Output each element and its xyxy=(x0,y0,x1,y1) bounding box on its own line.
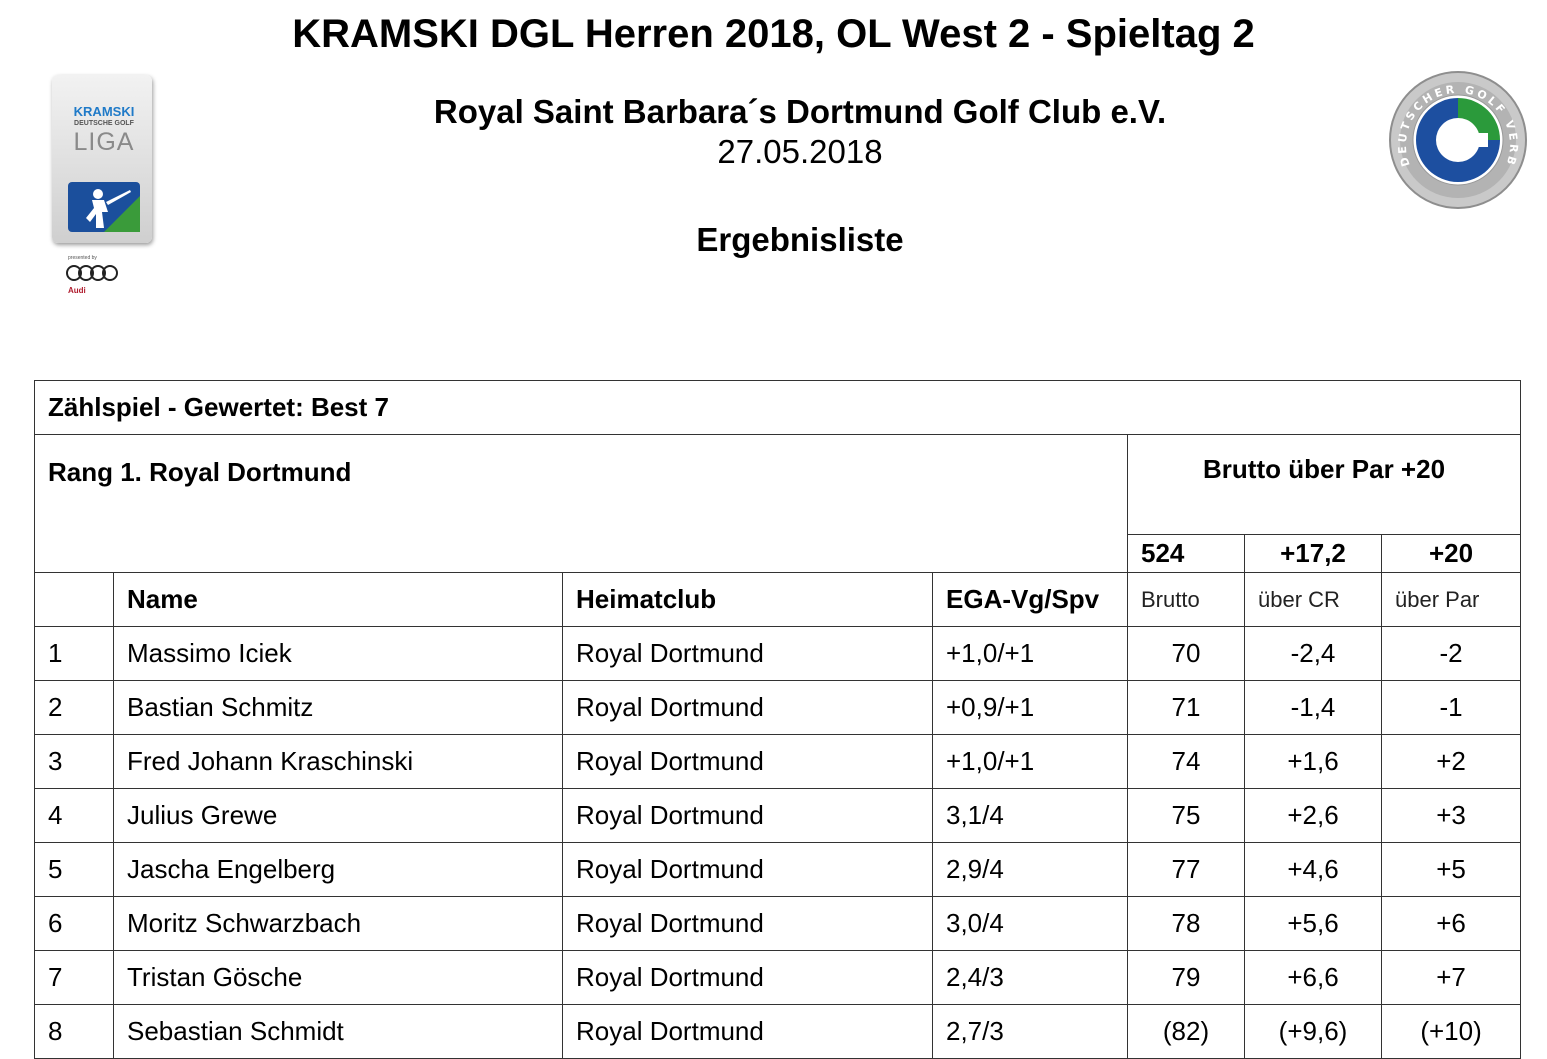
cell-hcp: 2,4/3 xyxy=(932,950,1128,1005)
cell-name: Julius Grewe xyxy=(113,788,563,843)
cell-over-par: (+10) xyxy=(1380,1004,1522,1059)
cell-over-cr: +6,6 xyxy=(1244,950,1382,1005)
team-summary: Brutto über Par +20 xyxy=(1126,434,1522,535)
cell-brutto: 78 xyxy=(1127,896,1245,951)
cell-club: Royal Dortmund xyxy=(562,1004,933,1059)
cell-over-par: +7 xyxy=(1380,950,1522,1005)
cell-club: Royal Dortmund xyxy=(562,950,933,1005)
cell-rank: 5 xyxy=(34,842,114,897)
cell-over-cr: +4,6 xyxy=(1244,842,1382,897)
cell-club: Royal Dortmund xyxy=(562,626,933,681)
cell-rank: 2 xyxy=(34,680,114,735)
cell-over-par: +6 xyxy=(1380,896,1522,951)
dgl-logo: KRAMSKI DEUTSCHE GOLF LIGA presented by … xyxy=(50,75,160,300)
cell-brutto: 74 xyxy=(1127,734,1245,789)
cell-rank: 1 xyxy=(34,626,114,681)
cell-name: Bastian Schmitz xyxy=(113,680,563,735)
cell-over-cr: -2,4 xyxy=(1244,626,1382,681)
sponsor-label: Audi xyxy=(68,286,86,295)
dgv-logo-icon: DEUTSCHER GOLF VERBAND xyxy=(1388,70,1527,209)
table-row: 4 Julius Grewe Royal Dortmund 3,1/4 75 +… xyxy=(34,788,1522,843)
total-over-par: +20 xyxy=(1380,534,1522,573)
cell-name: Sebastian Schmidt xyxy=(113,1004,563,1059)
table-row: 5 Jascha Engelberg Royal Dortmund 2,9/4 … xyxy=(34,842,1522,897)
cell-hcp: +0,9/+1 xyxy=(932,680,1128,735)
table-row: 2 Bastian Schmitz Royal Dortmund +0,9/+1… xyxy=(34,680,1522,735)
cell-hcp: 3,0/4 xyxy=(932,896,1128,951)
club-name: Royal Saint Barbara´s Dortmund Golf Club… xyxy=(433,93,1167,130)
cell-hcp: +1,0/+1 xyxy=(932,734,1128,789)
cell-over-par: +3 xyxy=(1380,788,1522,843)
total-over-cr: +17,2 xyxy=(1244,534,1382,573)
table-header-row: Name Heimatclub EGA-Vg/Spv Brutto über C… xyxy=(34,572,1522,627)
header-over-par: über Par xyxy=(1380,572,1522,627)
dgl-logo-brand: KRAMSKI xyxy=(73,104,135,119)
cell-name: Tristan Gösche xyxy=(113,950,563,1005)
cell-over-par: -2 xyxy=(1380,626,1522,681)
header-club: Heimatclub xyxy=(562,572,933,627)
cell-hcp: 2,7/3 xyxy=(932,1004,1128,1059)
header-name: Name xyxy=(113,572,563,627)
results-heading: Ergebnisliste xyxy=(696,221,904,258)
table-row: 3 Fred Johann Kraschinski Royal Dortmund… xyxy=(34,734,1522,789)
cell-over-cr: (+9,6) xyxy=(1244,1004,1382,1059)
scoring-mode: Zählspiel - Gewertet: Best 7 xyxy=(33,380,1522,435)
total-brutto: 524 xyxy=(1127,534,1245,573)
cell-brutto: 79 xyxy=(1127,950,1245,1005)
header-over-cr: über CR xyxy=(1244,572,1382,627)
cell-brutto: 77 xyxy=(1127,842,1245,897)
cell-rank: 6 xyxy=(34,896,114,951)
cell-over-par: +2 xyxy=(1380,734,1522,789)
results-table: Zählspiel - Gewertet: Best 7 Rang 1. Roy… xyxy=(33,380,1522,1059)
event-date: 27.05.2018 xyxy=(717,133,883,170)
cell-name: Moritz Schwarzbach xyxy=(113,896,563,951)
cell-hcp: 3,1/4 xyxy=(932,788,1128,843)
cell-hcp: 2,9/4 xyxy=(932,842,1128,897)
cell-over-cr: +5,6 xyxy=(1244,896,1382,951)
cell-over-par: -1 xyxy=(1380,680,1522,735)
cell-club: Royal Dortmund xyxy=(562,680,933,735)
cell-over-cr: +1,6 xyxy=(1244,734,1382,789)
table-row: 7 Tristan Gösche Royal Dortmund 2,4/3 79… xyxy=(34,950,1522,1005)
dgl-logo-line: DEUTSCHE GOLF xyxy=(74,120,134,127)
cell-rank: 8 xyxy=(34,1004,114,1059)
cell-name: Massimo Iciek xyxy=(113,626,563,681)
cell-rank: 4 xyxy=(34,788,114,843)
table-row: 1 Massimo Iciek Royal Dortmund +1,0/+1 7… xyxy=(34,626,1522,681)
cell-over-par: +5 xyxy=(1380,842,1522,897)
cell-club: Royal Dortmund xyxy=(562,896,933,951)
cell-club: Royal Dortmund xyxy=(562,788,933,843)
cell-club: Royal Dortmund xyxy=(562,842,933,897)
dgl-logo-word: LIGA xyxy=(73,128,135,156)
header-hcp: EGA-Vg/Spv xyxy=(932,572,1128,627)
header-rank xyxy=(34,572,114,627)
document-title: KRAMSKI DGL Herren 2018, OL West 2 - Spi… xyxy=(292,12,1255,56)
cell-rank: 3 xyxy=(34,734,114,789)
audi-rings-icon xyxy=(66,265,118,281)
header-brutto: Brutto xyxy=(1127,572,1245,627)
presented-by-label: presented by xyxy=(68,255,97,261)
cell-rank: 7 xyxy=(34,950,114,1005)
cell-over-cr: +2,6 xyxy=(1244,788,1382,843)
cell-brutto: 71 xyxy=(1127,680,1245,735)
cell-name: Fred Johann Kraschinski xyxy=(113,734,563,789)
table-row: 8 Sebastian Schmidt Royal Dortmund 2,7/3… xyxy=(34,1004,1522,1059)
table-row: 6 Moritz Schwarzbach Royal Dortmund 3,0/… xyxy=(34,896,1522,951)
team-rank: Rang 1. Royal Dortmund xyxy=(34,434,1128,573)
cell-brutto: 75 xyxy=(1127,788,1245,843)
cell-name: Jascha Engelberg xyxy=(113,842,563,897)
cell-brutto: (82) xyxy=(1127,1004,1245,1059)
cell-club: Royal Dortmund xyxy=(562,734,933,789)
cell-over-cr: -1,4 xyxy=(1244,680,1382,735)
golfer-shield-icon xyxy=(68,182,140,232)
dgl-logo-card: KRAMSKI DEUTSCHE GOLF LIGA xyxy=(52,75,152,243)
cell-hcp: +1,0/+1 xyxy=(932,626,1128,681)
cell-brutto: 70 xyxy=(1127,626,1245,681)
